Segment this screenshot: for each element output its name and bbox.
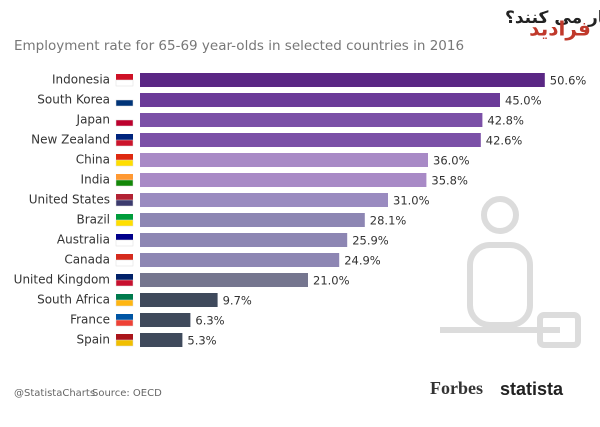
bar (140, 73, 545, 87)
category-label: India (81, 173, 110, 187)
value-label: 35.8% (431, 174, 468, 188)
flag (115, 139, 134, 147)
bar (140, 273, 308, 287)
value-label: 25.9% (352, 234, 389, 248)
bar (140, 93, 500, 107)
flag (115, 239, 134, 247)
bar (140, 193, 388, 207)
illustration (440, 196, 581, 348)
bar (140, 133, 481, 147)
category-label: Canada (64, 253, 110, 267)
flag (115, 159, 134, 167)
bar (140, 233, 348, 247)
category-label: Brazil (77, 213, 111, 227)
bar (140, 253, 340, 267)
category-label: South Korea (37, 93, 110, 107)
flag (116, 314, 133, 320)
footer-source: Source: OECD (92, 388, 162, 399)
brand-forbes: Forbes (430, 378, 483, 398)
value-label: 45.0% (505, 94, 542, 108)
bar (140, 173, 427, 187)
flag (116, 194, 133, 200)
flag (116, 234, 133, 240)
chart-subtitle: Employment rate for 65-69 year-olds in s… (14, 38, 464, 54)
flag (115, 119, 134, 127)
bar (140, 113, 483, 127)
flag (116, 334, 133, 340)
value-label: 36.0% (433, 154, 470, 168)
category-label: United States (29, 193, 110, 207)
chart-title: در کدام کشورها مردم بعد از 65 سالگی هم ک… (505, 7, 600, 28)
value-label: 28.1% (370, 214, 407, 228)
flag (115, 279, 134, 287)
logo: فرادید (529, 17, 591, 41)
flag (116, 174, 133, 180)
footer-handle: @StatistaCharts (14, 388, 95, 399)
flag (115, 259, 134, 267)
bar (140, 333, 183, 347)
value-label: 21.0% (313, 274, 350, 288)
value-label: 6.3% (195, 314, 224, 328)
category-label: China (76, 153, 110, 167)
category-label: Japan (76, 113, 110, 127)
value-label: 31.0% (393, 194, 430, 208)
value-label: 24.9% (344, 254, 381, 268)
value-label: 50.6% (550, 74, 587, 88)
category-label: Indonesia (52, 73, 110, 87)
flag (116, 254, 133, 260)
flag (116, 74, 133, 80)
category-label: Australia (57, 233, 110, 247)
flag (115, 199, 134, 207)
category-label: United Kingdom (14, 273, 110, 287)
flag (116, 134, 133, 140)
category-label: France (70, 313, 110, 327)
value-label: 9.7% (223, 294, 252, 308)
flag (115, 319, 134, 327)
flag (115, 179, 134, 187)
flag (115, 339, 134, 347)
flag (115, 299, 134, 307)
bar (140, 313, 191, 327)
flag (116, 214, 133, 220)
bar (140, 153, 428, 167)
flag (116, 154, 133, 160)
flag (115, 99, 134, 107)
value-label: 5.3% (187, 334, 216, 348)
brand-statista: statista (500, 379, 564, 399)
flag (115, 219, 134, 227)
flag (116, 294, 133, 300)
value-label: 42.6% (486, 134, 523, 148)
flag (116, 114, 133, 120)
category-label: New Zealand (31, 133, 110, 147)
flag (116, 94, 133, 100)
bar (140, 213, 365, 227)
bar (140, 293, 218, 307)
value-label: 42.8% (487, 114, 524, 128)
category-label: Spain (76, 333, 110, 347)
category-label: South Africa (37, 293, 110, 307)
flag (116, 274, 133, 280)
flag (115, 79, 134, 87)
